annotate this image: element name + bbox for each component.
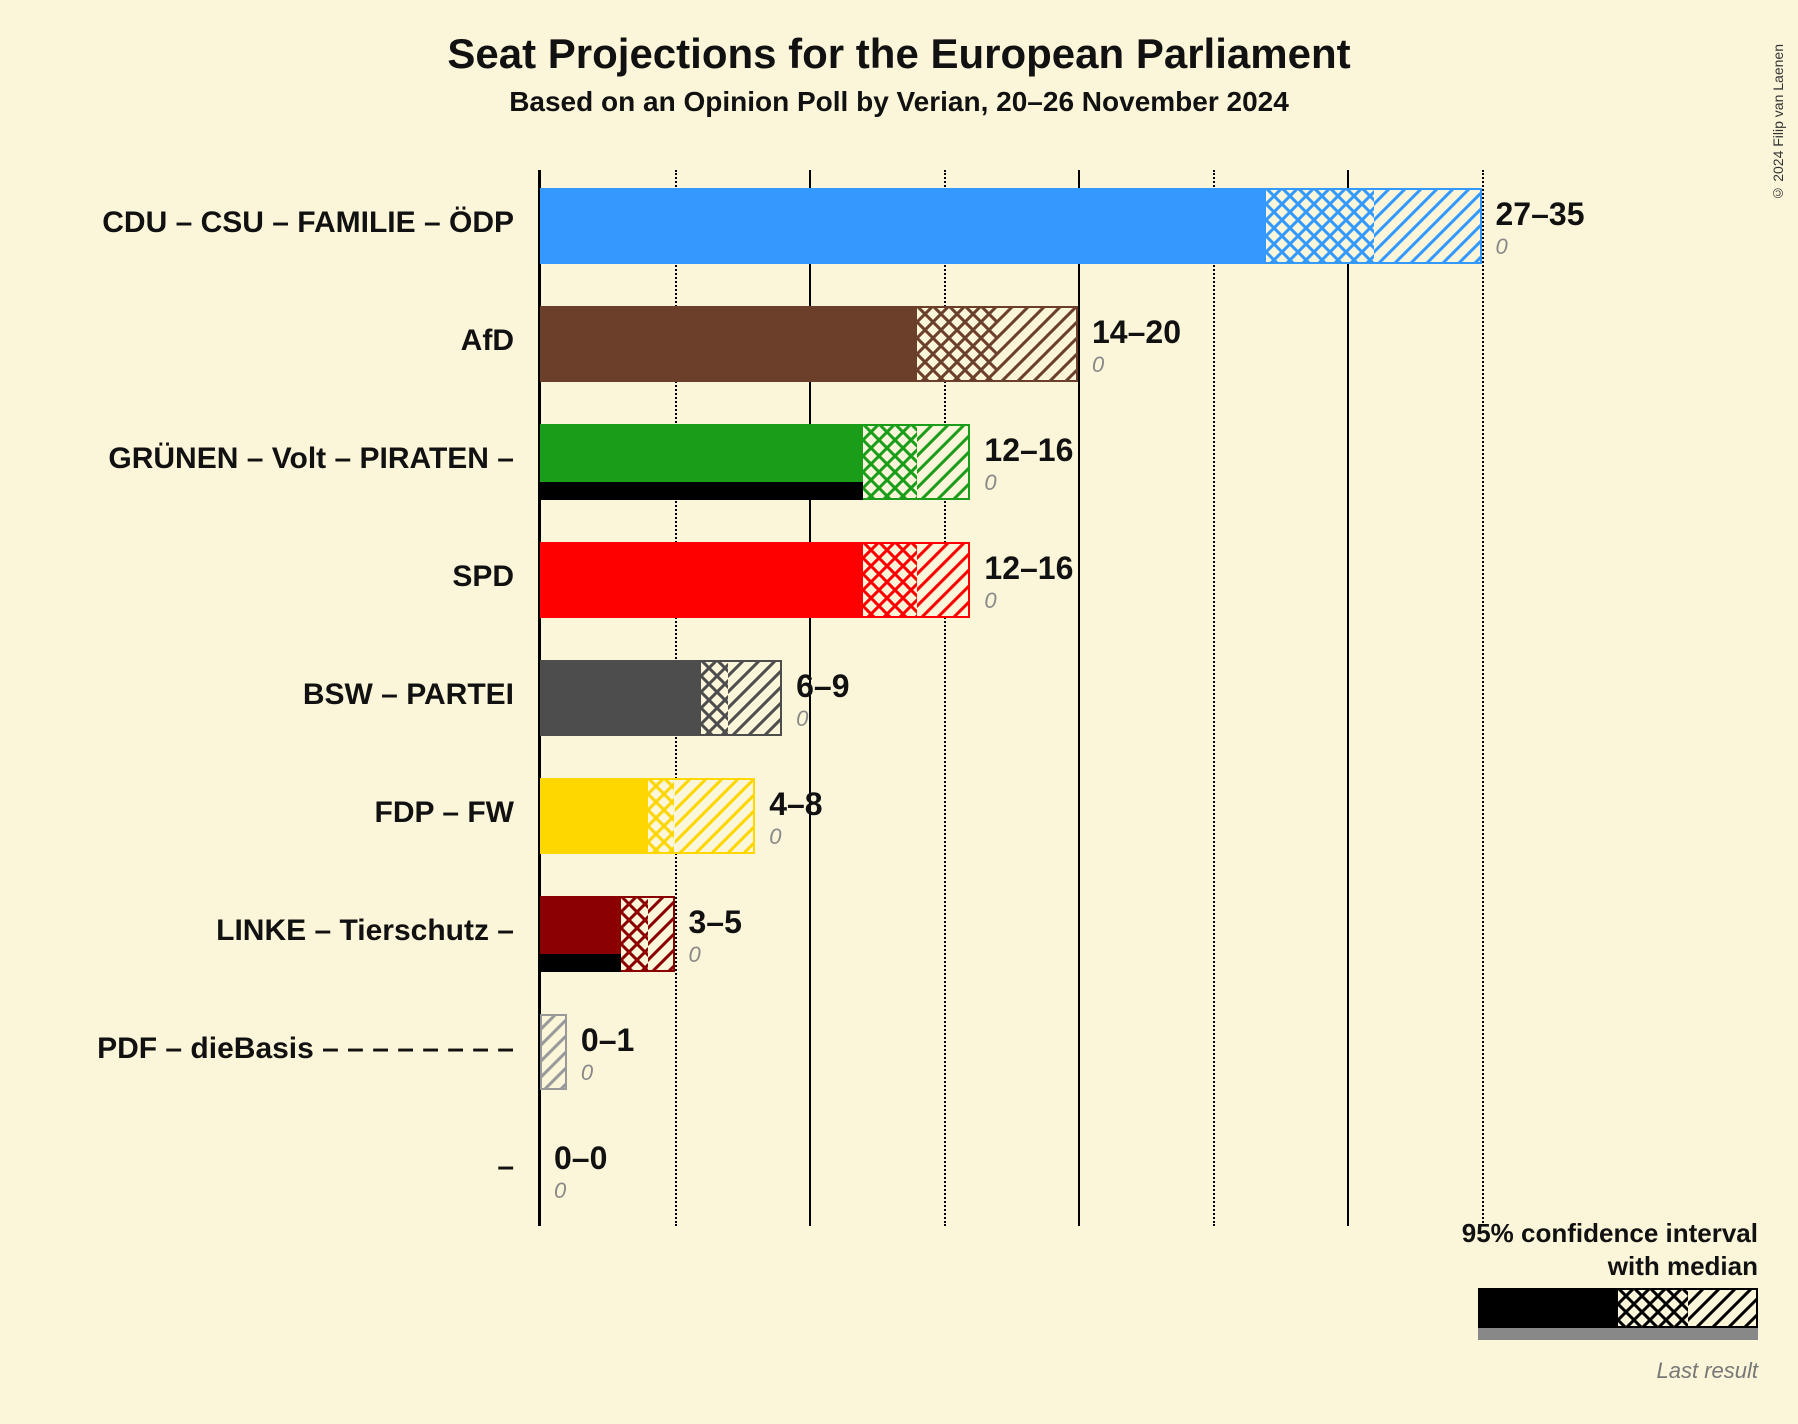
party-row: GRÜNEN – Volt – PIRATEN – 12–160 [0,418,1798,510]
legend-diag [1688,1288,1758,1328]
bar-solid [540,660,701,736]
range-label: 12–16 [984,432,1073,469]
zero-label: 0 [689,942,701,968]
party-label: SPD [452,560,530,594]
bar-solid [540,188,1266,264]
bar-diagonal [1374,188,1482,264]
range-label: 4–8 [769,786,822,823]
zero-label: 0 [984,470,996,496]
bar-solid [540,778,648,854]
range-label: 3–5 [689,904,742,941]
party-row: PDF – dieBasis – – – – – – – – 0–10 [0,1008,1798,1100]
range-label: 12–16 [984,550,1073,587]
chart-title: Seat Projections for the European Parlia… [0,30,1798,78]
bar-crosshatch [1266,188,1374,264]
bar-crosshatch [648,778,675,854]
legend-last-bar [1478,1328,1758,1340]
zero-label: 0 [554,1178,566,1204]
party-row: CDU – CSU – FAMILIE – ÖDP 27–350 [0,182,1798,274]
zero-label: 0 [796,706,808,732]
party-row: BSW – PARTEI 6–90 [0,654,1798,746]
bar-crosshatch [863,542,917,618]
bar-diagonal [540,1014,567,1090]
party-label: AfD [461,324,530,358]
bar-diagonal [728,660,782,736]
chart-area: CDU – CSU – FAMILIE – ÖDP27–350AfD14–200… [0,160,1798,1310]
range-label: 0–1 [581,1022,634,1059]
party-label: CDU – CSU – FAMILIE – ÖDP [102,206,530,240]
bar-crosshatch [917,306,998,382]
party-label: BSW – PARTEI [303,678,530,712]
bar-crosshatch [863,424,917,500]
bar-diagonal [917,542,971,618]
party-row: FDP – FW 4–80 [0,772,1798,864]
bar-diagonal [675,778,756,854]
bar-solid [540,306,917,382]
zero-label: 0 [984,588,996,614]
bar-diagonal [997,306,1078,382]
zero-label: 0 [769,824,781,850]
bar-crosshatch [701,660,728,736]
bar-diagonal [648,896,675,972]
party-label: FDP – FW [375,796,530,830]
range-label: 6–9 [796,668,849,705]
zero-label: 0 [1496,234,1508,260]
last-result-bar [540,954,621,972]
party-row: –0–00 [0,1126,1798,1218]
last-result-bar [540,482,863,500]
chart-legend: 95% confidence interval with median Last… [1462,1217,1758,1384]
party-row: AfD 14–200 [0,300,1798,392]
party-label: GRÜNEN – Volt – PIRATEN – [108,442,530,476]
party-label: – [497,1150,530,1184]
legend-line-2: with median [1462,1250,1758,1283]
bar-diagonal [917,424,971,500]
range-label: 27–35 [1496,196,1585,233]
legend-cross [1618,1288,1688,1328]
legend-swatch [1478,1288,1758,1344]
party-label: PDF – dieBasis – – – – – – – – [97,1032,530,1066]
zero-label: 0 [581,1060,593,1086]
legend-solid [1478,1288,1618,1328]
bar-solid [540,542,863,618]
chart-subtitle: Based on an Opinion Poll by Verian, 20–2… [0,86,1798,118]
legend-last-result-label: Last result [1462,1358,1758,1384]
party-label: LINKE – Tierschutz – [216,914,530,948]
party-row: SPD 12–160 [0,536,1798,628]
range-label: 14–20 [1092,314,1181,351]
zero-label: 0 [1092,352,1104,378]
bar-crosshatch [621,896,648,972]
legend-line-1: 95% confidence interval [1462,1217,1758,1250]
party-row: LINKE – Tierschutz – 3–50 [0,890,1798,982]
range-label: 0–0 [554,1140,607,1177]
